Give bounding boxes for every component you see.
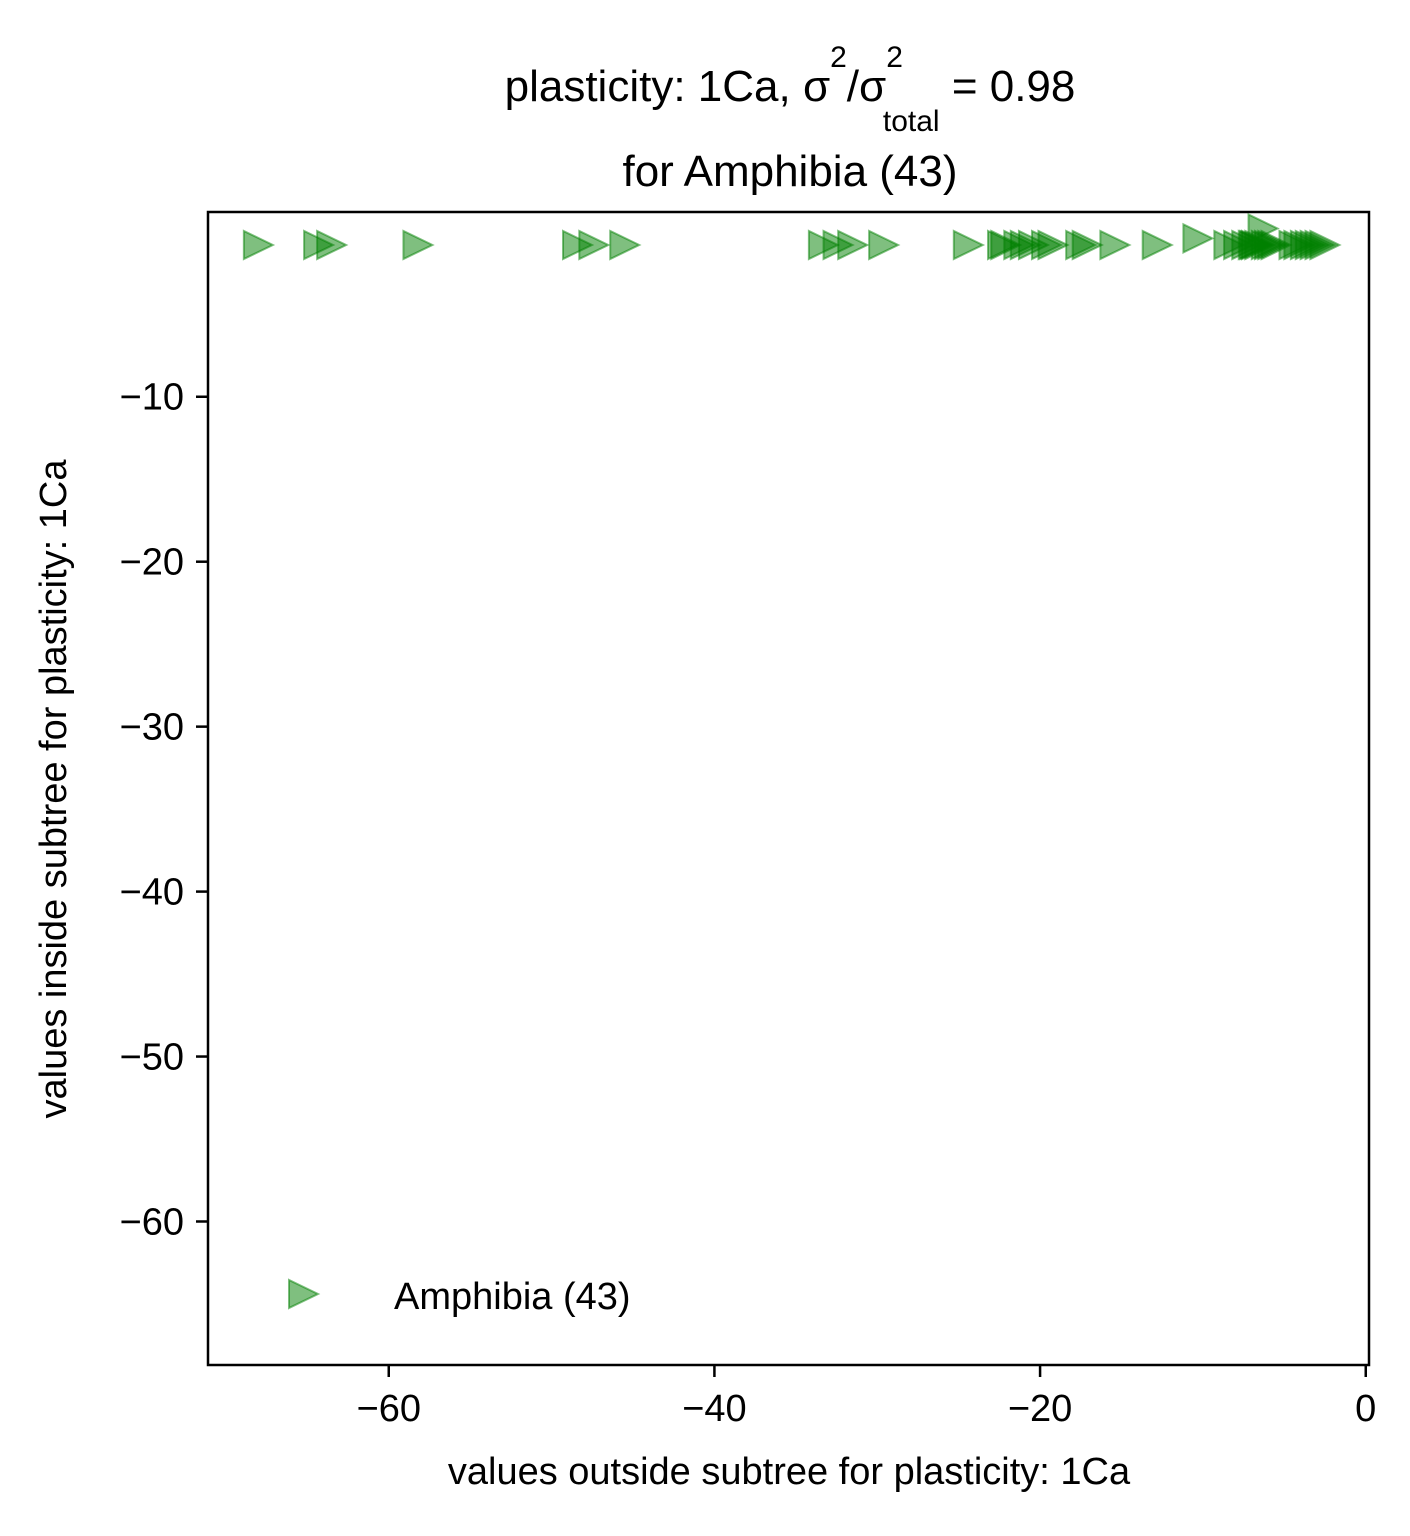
x-axis-ticks: −60 −40 −20 0	[357, 1365, 1376, 1430]
legend: Amphibia (43)	[288, 1276, 631, 1318]
y-tick-label: −20	[120, 542, 184, 584]
y-tick-label: −30	[120, 707, 184, 749]
chart-title: plasticity: 1Ca, σ2/σ2 total = 0.98	[505, 41, 1076, 138]
legend-marker-triangle-icon	[288, 1278, 321, 1310]
y-tick-label: −10	[120, 377, 184, 419]
data-points	[242, 212, 1342, 261]
data-point-marker	[242, 229, 276, 261]
y-tick-label: −50	[120, 1037, 184, 1079]
data-point-marker	[402, 229, 435, 261]
chart-title-sup1: 2	[830, 41, 847, 74]
y-axis-label: values inside subtree for plasticity: 1C…	[33, 459, 75, 1119]
data-point-marker	[1099, 229, 1132, 261]
data-point-marker	[1037, 229, 1070, 261]
x-tick-label: −20	[1008, 1388, 1072, 1430]
plot-area	[206, 210, 1371, 1367]
y-axis-ticks: −10 −20 −30 −40 −50 −60	[120, 377, 208, 1243]
data-point-marker	[578, 229, 611, 261]
x-axis-label: values outside subtree for plasticity: 1…	[448, 1451, 1131, 1493]
x-tick-label: −60	[357, 1388, 421, 1430]
data-point-marker	[837, 229, 870, 261]
data-point-marker	[952, 229, 986, 261]
x-tick-label: −40	[682, 1388, 746, 1430]
y-tick-label: −40	[120, 872, 184, 914]
data-point-marker	[1071, 229, 1104, 261]
data-point-marker	[868, 229, 901, 261]
data-point-marker	[1239, 229, 1272, 261]
data-point-marker	[1309, 229, 1342, 261]
chart-title-suffix: = 0.98	[940, 62, 1076, 111]
chart-title-sub: total	[883, 105, 940, 138]
data-point-marker	[609, 229, 642, 261]
chart-title-line2: for Amphibia (43)	[622, 147, 957, 196]
data-point-marker	[1141, 229, 1174, 261]
legend-label: Amphibia (43)	[394, 1276, 631, 1318]
data-point-marker	[1182, 222, 1215, 254]
chart-title-sup2: 2	[886, 41, 903, 74]
x-tick-label: 0	[1355, 1388, 1376, 1430]
chart-title-prefix: plasticity: 1Ca, σ	[505, 62, 831, 111]
y-tick-label: −60	[120, 1201, 184, 1243]
data-point-marker	[316, 229, 349, 261]
data-point-marker	[562, 229, 595, 261]
chart-title-mid: /σ	[847, 62, 886, 111]
